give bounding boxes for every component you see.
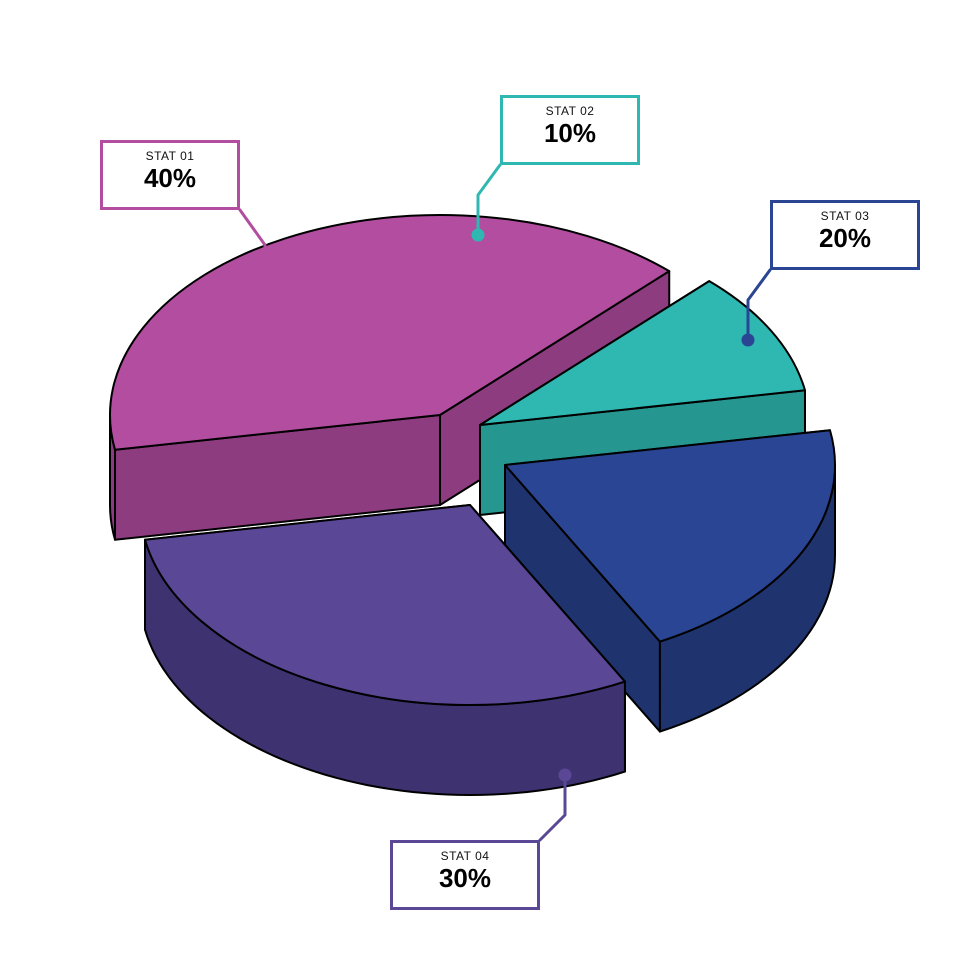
callout-stat03: STAT 03 20% xyxy=(770,200,920,270)
callout-stat01-label: STAT 01 xyxy=(113,149,227,163)
callout-stat04-label: STAT 04 xyxy=(403,849,527,863)
callout-stat01-value: 40% xyxy=(113,165,227,191)
callout-stat04: STAT 04 30% xyxy=(390,840,540,910)
callout-stat03-value: 20% xyxy=(783,225,907,251)
callout-stat02: STAT 02 10% xyxy=(500,95,640,165)
callout-stat04-value: 30% xyxy=(403,865,527,891)
pie-chart-stage: STAT 01 40% STAT 02 10% STAT 03 20% STAT… xyxy=(0,0,980,980)
callout-stat03-label: STAT 03 xyxy=(783,209,907,223)
callout-stat02-value: 10% xyxy=(513,120,627,146)
callout-stat01: STAT 01 40% xyxy=(100,140,240,210)
callout-stat02-label: STAT 02 xyxy=(513,104,627,118)
